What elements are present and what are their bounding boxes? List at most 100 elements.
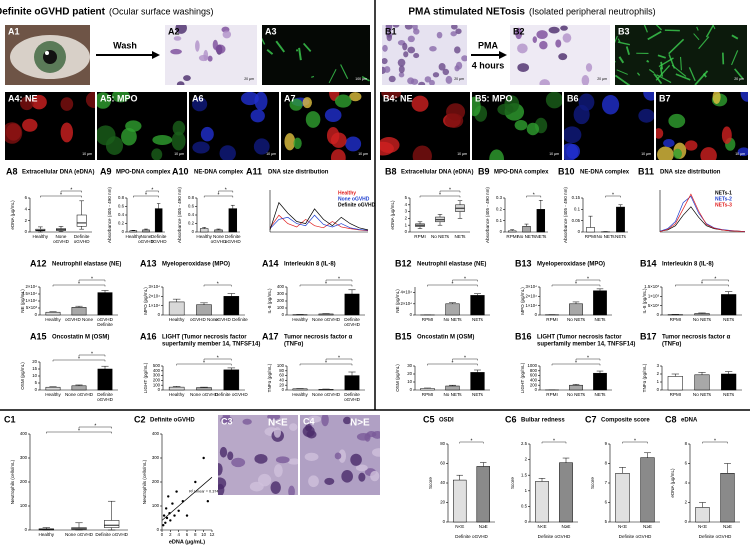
y-tick-label: 100 xyxy=(277,305,285,310)
annotation: R² Linear = 0.374 xyxy=(189,490,218,494)
chart-title: Neutrophil elastase (NE) xyxy=(52,262,121,268)
image-texture xyxy=(615,74,631,85)
y-tick-label: 4×10⁴ xyxy=(400,290,412,295)
scale-label: 10 µm xyxy=(735,152,745,156)
image-panel: B1 20 µm xyxy=(382,25,467,85)
image-texture xyxy=(625,46,630,56)
image-texture xyxy=(424,76,432,83)
image-panel: B6 10 µm xyxy=(564,92,654,160)
error-bar xyxy=(572,383,580,386)
image-label: A6 xyxy=(192,93,204,103)
y-tick-label: 5 xyxy=(605,519,608,524)
image-texture xyxy=(461,55,467,62)
point xyxy=(175,490,178,493)
significance-label: * xyxy=(587,355,589,361)
image-texture xyxy=(668,38,685,55)
image-panel: A4: NE 10 µm xyxy=(5,92,95,160)
x-tick-label: oGVHD None xyxy=(64,316,94,322)
x-tick-label: N≥E xyxy=(723,523,732,529)
image-texture xyxy=(684,140,698,151)
image-label: B4: NE xyxy=(383,93,413,103)
error-bar xyxy=(227,367,236,370)
image-texture xyxy=(262,37,370,84)
error-bar xyxy=(456,474,463,481)
significance-label: * xyxy=(217,281,219,287)
image-texture xyxy=(328,69,337,84)
significance-label: * xyxy=(464,276,466,282)
x-tick-label: N<E xyxy=(697,523,708,529)
panel-label: B9 xyxy=(478,166,490,176)
chart-title: Bulbar redness xyxy=(521,418,565,424)
x-tick-label: NETs xyxy=(615,233,626,239)
significance-bracket xyxy=(575,358,601,361)
image-texture xyxy=(345,136,362,152)
bar xyxy=(168,386,185,391)
image-texture xyxy=(242,418,252,425)
bar xyxy=(694,374,710,391)
bar xyxy=(593,372,607,391)
x-tick-label-box: N<E xyxy=(455,524,464,529)
y-tick-label: 0 xyxy=(535,387,538,392)
image-texture xyxy=(663,139,675,148)
image-label: A7 xyxy=(284,93,296,103)
y-tick-label: 0 xyxy=(410,312,413,317)
chart-title: Tumor necrosis factor α xyxy=(284,335,353,341)
image-texture xyxy=(526,122,540,136)
error-bar xyxy=(348,289,356,294)
significance-bracket xyxy=(551,284,601,287)
scale-label: 20 µm xyxy=(597,77,607,81)
image-texture xyxy=(380,141,394,156)
image-label: A5: MPO xyxy=(100,93,138,103)
chart-title: Tumor necrosis factor α xyxy=(662,335,731,341)
x-tick-label-box: None oGVHD xyxy=(211,234,227,244)
image-texture xyxy=(455,28,462,35)
x-tick-label: RPMI xyxy=(546,391,558,397)
error-bar xyxy=(524,223,529,227)
x-tick-label: Definite oGVHD xyxy=(224,233,241,244)
image-texture xyxy=(338,449,347,463)
image-texture xyxy=(413,53,420,59)
chart: C7 Composite score Score 5 6 7 8 9 N<E N≥E Definit… xyxy=(585,414,660,539)
image-texture xyxy=(349,92,362,102)
significance-label: * xyxy=(701,281,703,287)
y-tick-label: 10 xyxy=(407,379,412,384)
chart: A10 NE-DNA complex Absorbance (405 - 490 n… xyxy=(172,166,244,244)
image-texture xyxy=(289,423,298,431)
panel-label: A9 xyxy=(100,166,112,176)
y-tick-label: 15 xyxy=(32,366,37,371)
image-texture xyxy=(218,477,227,490)
y-tick-label: 4 xyxy=(685,480,688,485)
y-tick-label: 300 xyxy=(20,455,28,460)
image-label: A4: NE xyxy=(8,93,38,103)
image-texture xyxy=(647,30,662,41)
image-texture xyxy=(398,72,405,78)
image-texture xyxy=(386,34,393,42)
image-texture xyxy=(289,98,303,111)
error-bar xyxy=(699,502,706,508)
image-texture xyxy=(192,141,210,154)
y-tick-label: 3 xyxy=(657,363,660,368)
image-texture xyxy=(445,75,453,84)
image-texture xyxy=(656,74,672,84)
error-bar xyxy=(671,373,679,377)
y-tick-label: 0 xyxy=(157,527,160,532)
significance-label: * xyxy=(338,276,340,282)
image-texture xyxy=(615,35,618,44)
x-tick-label: NETs xyxy=(472,316,483,322)
significance-bracket xyxy=(299,284,353,287)
y-axis-label: MPO (pg/mL) xyxy=(143,287,148,315)
y-tick-label: 400 xyxy=(277,284,285,289)
chart-title: Neutrophil elastase (NE) xyxy=(417,262,486,268)
panel-label: B14 xyxy=(640,258,657,268)
y-tick-label: 1 xyxy=(657,379,660,384)
bar xyxy=(535,481,549,523)
x-tick-label-box: Healthy xyxy=(292,392,308,397)
x-tick-label-box: Healthy xyxy=(33,234,49,239)
x-tick-label: None oGVHD xyxy=(189,391,219,397)
error-bar xyxy=(449,302,456,304)
image-texture xyxy=(380,92,466,160)
image-texture xyxy=(411,95,429,112)
header-subtitle: (Ocular surface washings) xyxy=(109,6,214,16)
chart: B16 LIGHT (Tumor necrosis factorsuperfami… xyxy=(515,331,635,397)
